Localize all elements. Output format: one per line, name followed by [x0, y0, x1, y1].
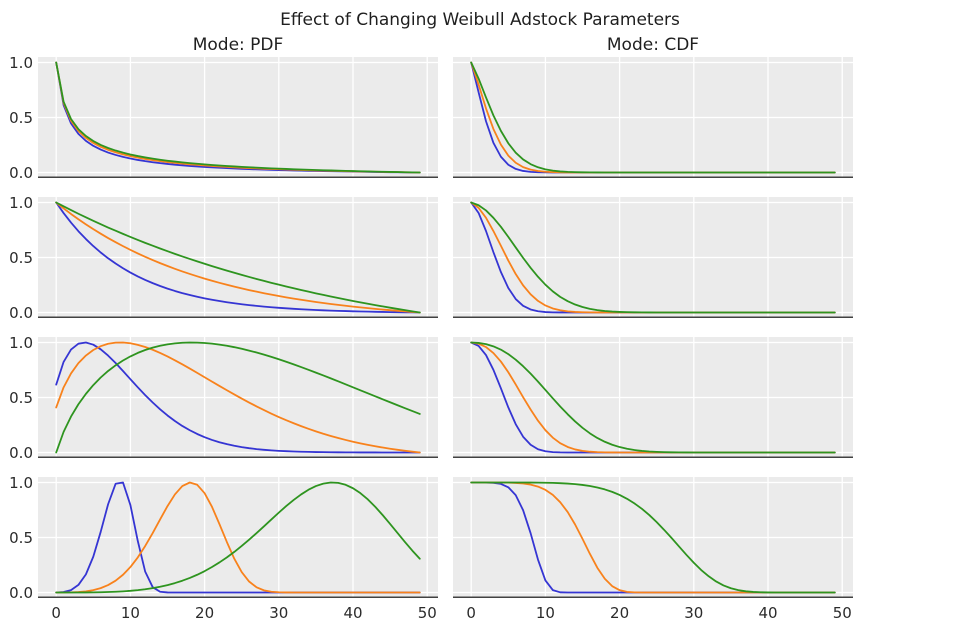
x-tick-label: 50 [417, 604, 437, 622]
subplot-shape5-pdf [38, 477, 438, 598]
y-tick-label: 0.0 [9, 443, 33, 462]
x-tick-label: 30 [269, 604, 289, 622]
series-scale=40 [55, 201, 421, 314]
subplot-shape5-cdf [453, 477, 853, 598]
x-tick-label: 30 [684, 604, 704, 622]
subplot-shape0.5-pdf [38, 57, 438, 178]
column-title-cdf: Mode: CDF [606, 35, 700, 55]
y-tick-label: 0.5 [9, 108, 33, 127]
subplot-shape1-pdf [38, 197, 438, 318]
x-tick-label: 40 [343, 604, 363, 622]
y-tick-label: 1.0 [9, 53, 33, 72]
subplot-shape1.5-pdf [38, 337, 438, 458]
x-tick-label: 10 [120, 604, 140, 622]
y-tick-label: 0.0 [9, 303, 33, 322]
y-tick-label: 1.0 [9, 193, 33, 212]
subplot-shape0.5-cdf [453, 57, 853, 178]
plot-area [453, 477, 853, 598]
plot-area [453, 57, 853, 178]
plot-area [453, 337, 853, 458]
plot-area [453, 197, 853, 318]
series-scale=40 [55, 481, 421, 594]
y-tick-label: 1.0 [9, 473, 33, 492]
subplot-shape1-cdf [453, 197, 853, 318]
x-tick-label: 0 [51, 604, 61, 622]
series-scale=40 [55, 61, 421, 174]
x-tick-label: 40 [758, 604, 778, 622]
series-scale=20 [55, 341, 421, 454]
x-tick-label: 20 [195, 604, 215, 622]
y-tick-label: 0.5 [9, 528, 33, 547]
plot-area [38, 337, 438, 458]
plot-area [38, 197, 438, 318]
y-tick-label: 0.5 [9, 248, 33, 267]
series-scale=20 [55, 481, 421, 594]
plot-area [38, 477, 438, 598]
series-scale=40 [470, 61, 836, 174]
x-tick-label: 0 [466, 604, 476, 622]
x-tick-label: 20 [610, 604, 630, 622]
x-tick-label: 10 [535, 604, 555, 622]
series-scale=40 [470, 201, 836, 314]
y-tick-label: 1.0 [9, 333, 33, 352]
series-scale=10 [55, 201, 421, 314]
y-tick-label: 0.5 [9, 388, 33, 407]
series-scale=40 [55, 341, 421, 454]
column-title-pdf: Mode: PDF [192, 35, 284, 55]
series-scale=40 [470, 481, 836, 594]
series-scale=40 [470, 341, 836, 454]
figure-title: Effect of Changing Weibull Adstock Param… [280, 10, 680, 30]
plot-area [38, 57, 438, 178]
y-tick-label: 0.0 [9, 583, 33, 602]
subplot-shape1.5-cdf [453, 337, 853, 458]
y-tick-label: 0.0 [9, 163, 33, 182]
series-scale=20 [55, 201, 421, 314]
x-tick-label: 50 [832, 604, 852, 622]
